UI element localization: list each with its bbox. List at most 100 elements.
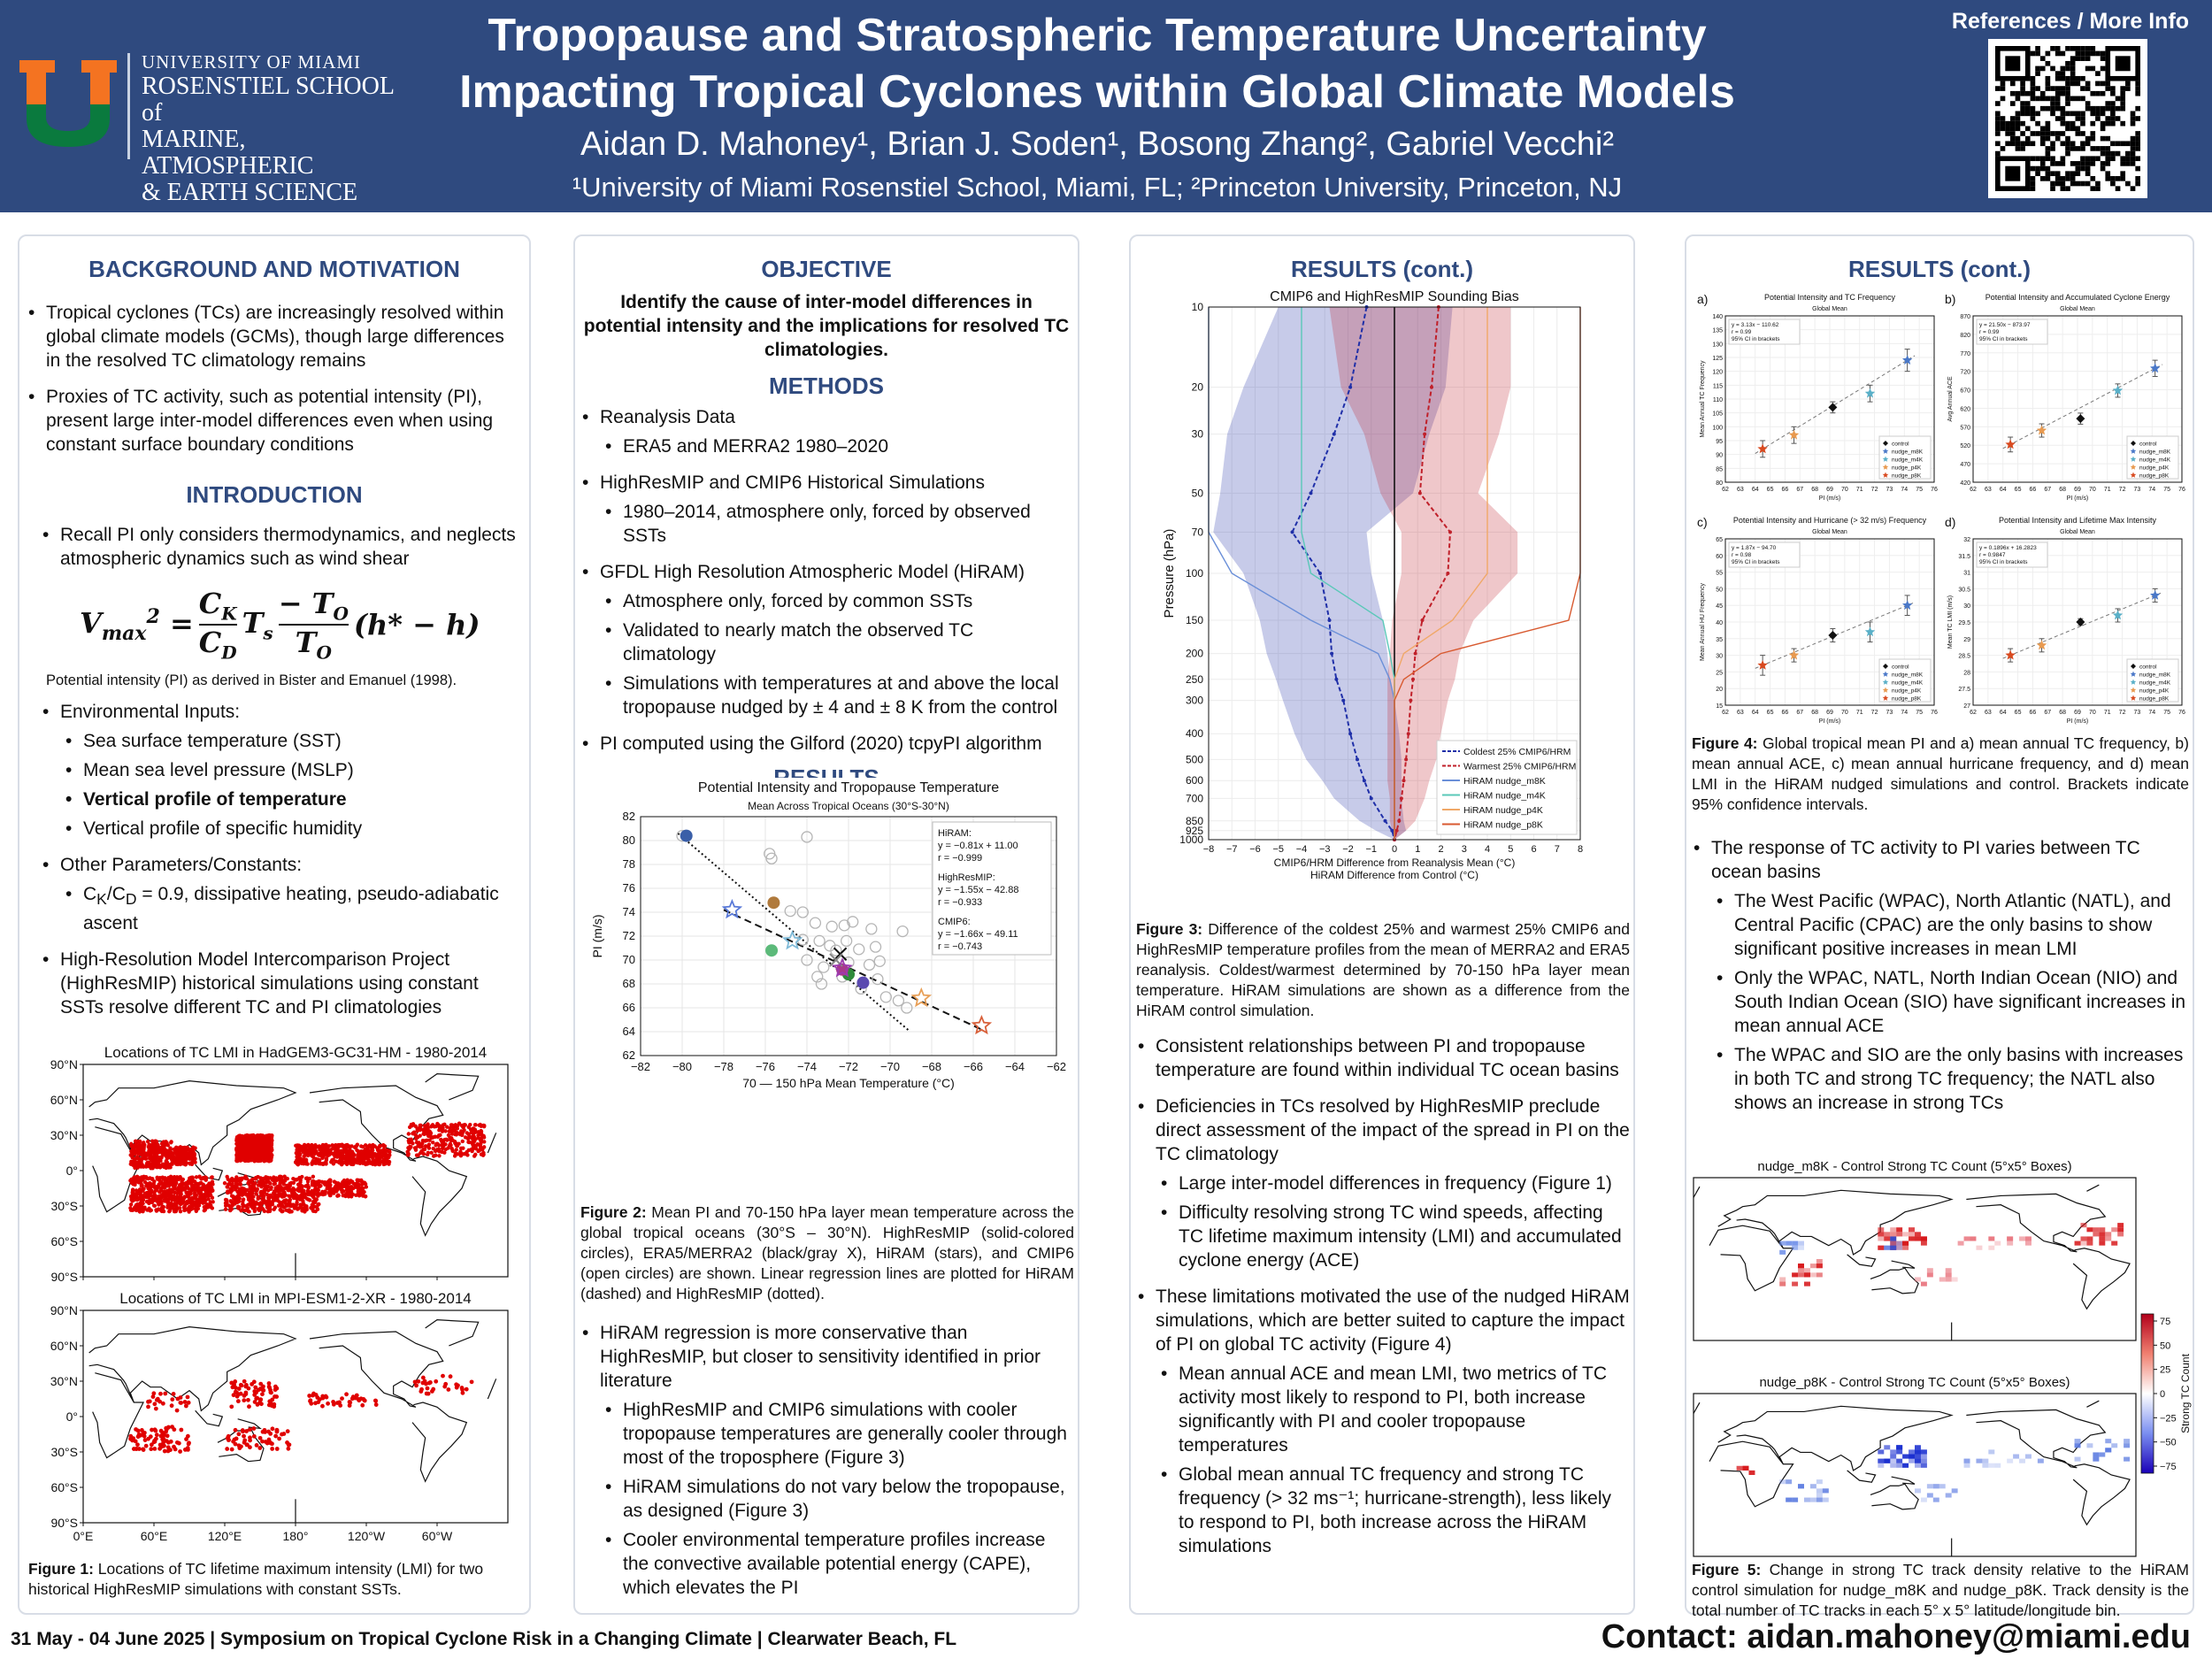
qr-module (2105, 176, 2111, 181)
ck-label: C (83, 883, 97, 904)
density-box (1878, 1232, 1885, 1237)
y-tick-label: 29 (1963, 637, 1970, 643)
tc-lmi-point (313, 1393, 319, 1397)
qr-module (2080, 141, 2085, 147)
method-sub: Simulations with temperatures at and abo… (580, 672, 1071, 719)
tc-lmi-point (336, 1193, 341, 1198)
qr-module (2100, 150, 2106, 157)
profile-marker (1383, 818, 1387, 823)
x-tick-label: 74 (1901, 487, 1908, 493)
qr-module (2065, 90, 2070, 96)
qr-module (2075, 81, 2081, 87)
qr-module (2035, 171, 2040, 177)
qr-module (2075, 46, 2081, 51)
x-tick-label: −62 (1047, 1060, 1066, 1073)
tc-lmi-point (202, 1204, 207, 1210)
tc-lmi-point (197, 1200, 203, 1205)
density-box (1988, 1236, 1995, 1241)
x-tick-label: 69 (1826, 487, 1833, 493)
intro-list: Recall PI only considers thermodynamics,… (19, 509, 529, 571)
tc-lmi-point (315, 1207, 320, 1212)
density-box (1798, 1272, 1804, 1278)
qr-module (2090, 120, 2096, 127)
nudge-marker (1757, 659, 1768, 670)
x-tick-label: 64 (1752, 710, 1759, 716)
y-tick-label: 68 (623, 977, 635, 990)
qr-module (2095, 180, 2101, 187)
annotation-text: y = 0.1896x + 16.2823 (1979, 545, 2037, 551)
tc-lmi-point (133, 1195, 138, 1201)
tc-lmi-point (300, 1184, 305, 1189)
coastline (309, 1085, 444, 1162)
tc-lmi-point (149, 1181, 153, 1187)
annotation-text: r = 0.98 (1732, 552, 1752, 558)
tc-lmi-point (331, 1402, 336, 1407)
qr-module (2090, 135, 2096, 142)
tc-lmi-point (419, 1150, 423, 1156)
qr-code-icon[interactable] (1988, 39, 2147, 198)
coastline (2072, 1248, 2131, 1310)
tc-lmi-point (267, 1399, 273, 1404)
tc-lmi-point (181, 1157, 187, 1162)
tc-lmi-point (373, 1152, 378, 1156)
x-tick-label: 69 (2074, 710, 2081, 716)
y-tick-label: 15 (1716, 703, 1723, 710)
tc-lmi-point (174, 1194, 180, 1200)
tc-lmi-point (349, 1153, 354, 1157)
qr-module (2035, 46, 2040, 51)
qr-module (2045, 120, 2051, 127)
tc-lmi-point (236, 1206, 241, 1210)
qr-module (2039, 90, 2046, 96)
qr-module (2100, 126, 2106, 132)
tc-lmi-point (309, 1206, 313, 1210)
results-sub: The WPAC and SIO are the only basins wit… (1692, 1043, 2191, 1115)
tc-lmi-point (161, 1182, 166, 1187)
tc-lmi-point (166, 1175, 171, 1180)
qr-module (2060, 116, 2066, 121)
tc-lmi-point (191, 1150, 196, 1155)
tc-lmi-point (266, 1195, 271, 1200)
density-box (2099, 1227, 2106, 1233)
tc-lmi-point (137, 1202, 142, 1207)
density-box (2117, 1232, 2124, 1237)
qr-module (2015, 141, 2021, 147)
env-item: Mean sea level pressure (MSLP) (41, 758, 520, 782)
qr-module (2100, 105, 2106, 111)
logo-line3: MARINE, ATMOSPHERIC (142, 126, 314, 180)
tc-lmi-point (448, 1125, 452, 1131)
tc-lmi-point (243, 1187, 248, 1192)
tc-lmi-point (421, 1148, 426, 1152)
tc-lmi-point (184, 1447, 189, 1452)
density-box (1902, 1240, 1909, 1246)
y-tick-label: 31 (1963, 571, 1970, 577)
y-tick-label: 125 (1712, 356, 1723, 362)
y-tick-label: 82 (623, 810, 635, 823)
qr-module (2135, 176, 2140, 181)
density-box (1890, 1245, 1897, 1250)
figure4-text: Global tropical mean PI and a) mean annu… (1692, 734, 2189, 813)
qr-module (2050, 65, 2055, 72)
tc-lmi-point (178, 1190, 182, 1194)
tc-lmi-point (242, 1379, 247, 1384)
x-axis-label: CMIP6/HRM Difference from Reanalysis Mea… (1274, 856, 1516, 869)
tc-lmi-point (233, 1379, 238, 1384)
figure2-text: Mean PI and 70-150 hPa layer mean temper… (580, 1203, 1075, 1302)
tc-lmi-point (296, 1187, 301, 1192)
density-box (2007, 1236, 2014, 1241)
legend-entry: nudge_m4K (2139, 457, 2171, 464)
qr-module (2065, 81, 2070, 87)
qr-module (2075, 131, 2081, 136)
x-tick-label: 73 (1886, 487, 1893, 493)
density-box (1890, 1232, 1897, 1237)
qr-module (2035, 120, 2040, 127)
tc-lmi-point (432, 1125, 437, 1129)
density-box (1878, 1458, 1885, 1463)
density-box (1779, 1281, 1786, 1286)
tc-lmi-point (169, 1403, 174, 1409)
tc-lmi-point (312, 1180, 317, 1185)
annotation-text: r = 0.99 (1732, 329, 1752, 335)
tc-lmi-point (222, 1181, 227, 1186)
tc-lmi-point (425, 1132, 430, 1136)
method-sub: Atmosphere only, forced by common SSTs (580, 589, 1071, 613)
results-sub: Global mean annual TC frequency and stro… (1136, 1463, 1632, 1558)
